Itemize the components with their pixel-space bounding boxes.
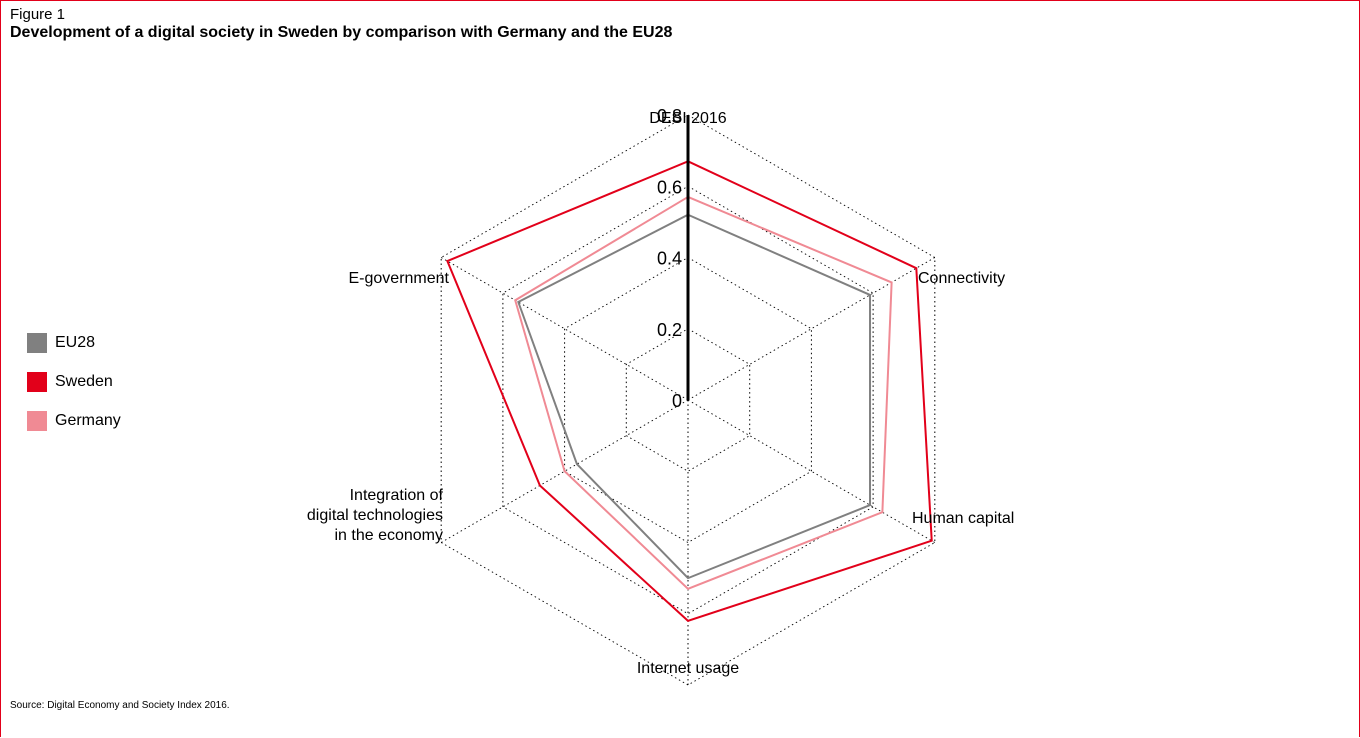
series-line-germany (514, 195, 893, 590)
figure-title: Development of a digital society in Swed… (10, 24, 673, 41)
tick-label: 0.2 (657, 320, 682, 340)
legend-swatch-germany (27, 411, 47, 431)
legend-swatch-eu28 (27, 333, 47, 353)
grid-ring (564, 256, 812, 544)
tick-label: 0.4 (657, 249, 682, 269)
source-note: Source: Digital Economy and Society Inde… (10, 700, 230, 711)
grid-spoke (687, 257, 936, 401)
legend-label-eu28: EU28 (55, 334, 96, 351)
overall-axis-label: DESI 2016 (649, 110, 726, 127)
figure-label: Figure 1 (10, 6, 66, 23)
series-line-sweden (446, 160, 933, 623)
legend-item-germany: Germany (27, 411, 121, 431)
series-layer (446, 160, 933, 623)
radar-grid (440, 114, 936, 686)
legend: EU28 Sweden Germany (27, 333, 121, 450)
legend-label-sweden: Sweden (55, 373, 113, 390)
category-label: Integration of digital technologies in the… (307, 487, 444, 544)
category-label: Connectivity (918, 270, 1005, 287)
series-line-eu28 (517, 213, 872, 580)
category-label: Internet usage (637, 660, 739, 677)
tick-label: 0.6 (657, 177, 682, 197)
category-label: Human capital (912, 510, 1014, 527)
tick-label: 0 (672, 391, 682, 411)
legend-label-germany: Germany (55, 412, 121, 429)
category-label: E-government (349, 270, 450, 287)
legend-swatch-sweden (27, 372, 47, 392)
grid-ring (625, 328, 751, 472)
tick-label: 0.8 (657, 106, 682, 126)
legend-item-eu28: EU28 (27, 333, 121, 353)
legend-item-sweden: Sweden (27, 372, 121, 392)
